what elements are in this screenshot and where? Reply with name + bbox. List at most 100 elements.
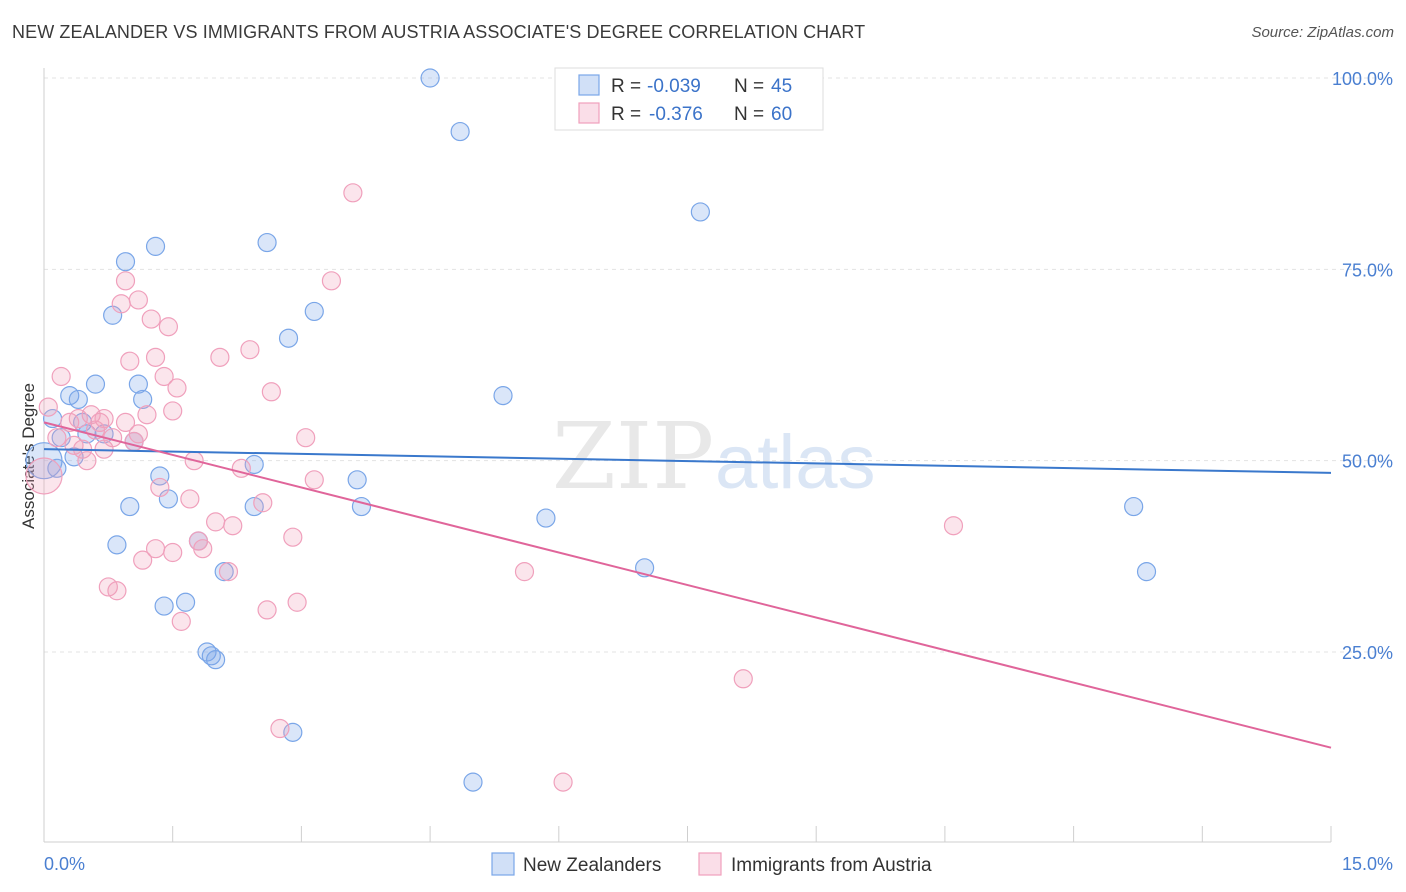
data-point-1-20 [128,290,148,310]
data-point-0-43 [1136,562,1157,582]
data-point-1-40 [253,493,273,513]
watermark-zip: ZIP [552,403,714,510]
stats-n-value-nz: 45 [771,76,792,97]
data-point-1-47 [304,470,324,490]
stats-box: R = -0.039 N = 45 R = -0.376 N = 60 [554,67,824,131]
data-point-1-46 [296,428,316,448]
data-point-0-33 [347,470,367,490]
stats-n-label-nz: N = [734,76,764,97]
data-point-1-27 [158,317,179,337]
data-point-1-45 [287,592,307,612]
data-point-1-17 [115,271,136,291]
data-point-1-1 [38,397,58,417]
legend: New Zealanders Immigrants from Austria [491,852,932,876]
data-point-0-13 [115,252,136,272]
data-point-0-22 [175,592,196,612]
data-point-0-19 [150,466,170,486]
data-point-0-41 [690,202,710,222]
stats-n-value-austria: 60 [771,104,792,125]
trend-lines [43,421,1332,749]
stats-r-value-austria: -0.376 [649,104,703,125]
data-point-1-34 [206,512,226,532]
data-point-0-36 [450,121,470,142]
data-point-1-42 [261,382,281,402]
data-point-1-2 [47,428,67,448]
data-point-1-16 [111,294,131,314]
data-point-1-3 [51,366,71,387]
data-point-0-17 [133,389,153,410]
data-point-0-39 [536,508,556,528]
data-point-1-36 [218,562,239,582]
data-point-1-43 [270,718,290,739]
data-point-1-25 [150,477,170,498]
data-point-0-44 [206,650,226,670]
data-point-0-9 [85,374,106,394]
stats-r-label-austria: R = [611,104,641,125]
data-point-1-55 [733,669,753,689]
data-point-0-6 [68,389,88,410]
data-point-0-14 [120,496,140,517]
x-tick-label-max: 15.0% [1342,854,1393,874]
data-point-0-26 [214,562,234,582]
data-point-1-15 [107,581,127,601]
data-point-1-0 [25,457,63,495]
data-point-1-30 [171,611,191,631]
legend-swatch-austria [698,852,722,876]
data-point-0-37 [463,772,483,792]
data-point-0-32 [304,301,324,322]
y-tick-label-25: 25.0% [1342,643,1393,663]
data-point-1-33 [193,539,213,559]
data-point-0-18 [145,236,166,256]
data-point-1-8 [77,451,97,471]
data-point-1-53 [514,562,535,582]
data-point-1-50 [145,539,166,559]
y-axis-title: Associate's Degree [19,383,38,529]
chart-title: NEW ZEALANDER VS IMMIGRANTS FROM AUSTRIA… [12,22,866,42]
x-tick-label-min: 0.0% [44,854,85,874]
data-point-1-28 [163,401,183,421]
y-tick-labels: 25.0% 50.0% 75.0% 100.0% [1332,69,1393,663]
data-point-0-29 [257,232,277,253]
data-point-1-21 [133,550,153,570]
data-point-1-29 [167,378,187,398]
data-point-1-22 [137,405,157,425]
data-point-1-58 [94,408,114,429]
data-point-1-56 [943,516,964,536]
stats-swatch-austria [578,102,600,124]
y-tick-label-100: 100.0% [1332,69,1393,89]
data-point-1-35 [210,347,230,367]
trend-line-new-zealanders [43,448,1332,474]
data-point-1-24 [145,347,166,367]
data-point-0-28 [244,454,264,475]
data-point-1-59 [128,424,148,444]
data-point-0-12 [107,535,127,555]
legend-swatch-nz [491,852,515,876]
data-point-1-41 [257,600,277,620]
data-point-1-52 [180,489,200,509]
chart-source: Source: ZipAtlas.com [1251,24,1394,41]
stats-box-frame [554,67,824,131]
stats-r-label-nz: R = [611,76,641,97]
trend-line-immigrants-from-austria [43,421,1332,749]
data-point-1-23 [141,309,161,329]
data-point-0-42 [1124,496,1144,517]
series-points-new-zealanders [25,68,1157,792]
data-point-1-18 [120,351,140,371]
data-point-0-30 [278,328,299,348]
stats-swatch-nz [578,74,600,96]
data-point-1-37 [223,516,243,536]
y-tick-label-75: 75.0% [1342,260,1393,280]
data-point-1-49 [343,183,363,203]
watermark: ZIP atlas [552,403,876,510]
legend-label-austria: Immigrants from Austria [731,855,932,876]
legend-label-nz: New Zealanders [523,855,661,876]
stats-r-value-nz: -0.039 [647,76,701,97]
data-point-1-44 [283,527,303,547]
data-point-1-26 [154,366,174,387]
data-point-1-57 [115,412,136,432]
data-point-0-35 [420,68,440,88]
data-point-1-54 [553,772,573,792]
data-point-1-39 [240,340,260,360]
data-point-1-51 [163,542,183,563]
